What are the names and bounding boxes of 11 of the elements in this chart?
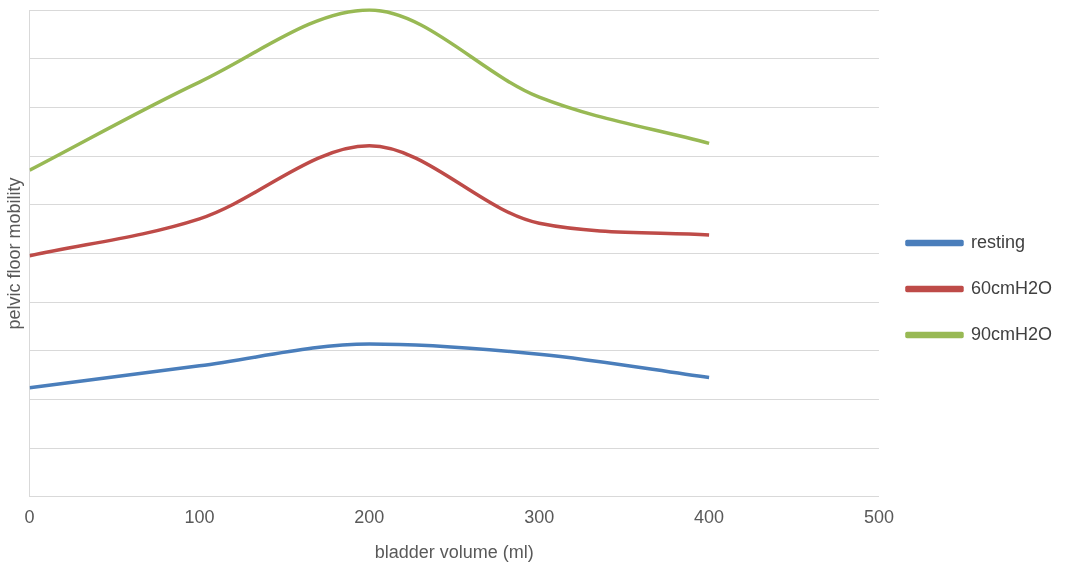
legend-label: 90cmH2O: [970, 323, 1052, 344]
x-tick-label: 500: [863, 506, 894, 527]
x-tick-label: 400: [694, 506, 725, 527]
y-axis-title: pelvic floor mobility: [3, 177, 24, 330]
x-tick-label: 0: [24, 506, 35, 527]
legend-label: 60cmH2O: [970, 277, 1052, 298]
x-tick-label: 300: [524, 506, 555, 527]
x-axis-title: bladder volume (ml): [374, 542, 534, 563]
x-tick-label: 100: [184, 506, 215, 527]
x-tick-label: 200: [354, 506, 385, 527]
legend-label: resting: [970, 231, 1025, 252]
